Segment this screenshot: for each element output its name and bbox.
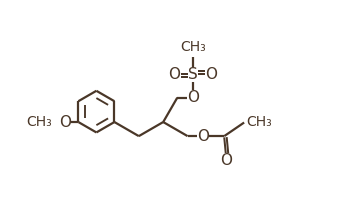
Text: O: O [197, 129, 209, 144]
Text: O: O [187, 90, 199, 105]
Text: CH₃: CH₃ [247, 115, 272, 129]
Text: CH₃: CH₃ [180, 40, 206, 54]
Text: O: O [168, 67, 181, 82]
Text: S: S [188, 67, 198, 82]
Text: O: O [220, 153, 232, 168]
Text: O: O [205, 67, 217, 82]
Text: CH₃: CH₃ [26, 115, 52, 129]
Text: O: O [59, 115, 71, 130]
